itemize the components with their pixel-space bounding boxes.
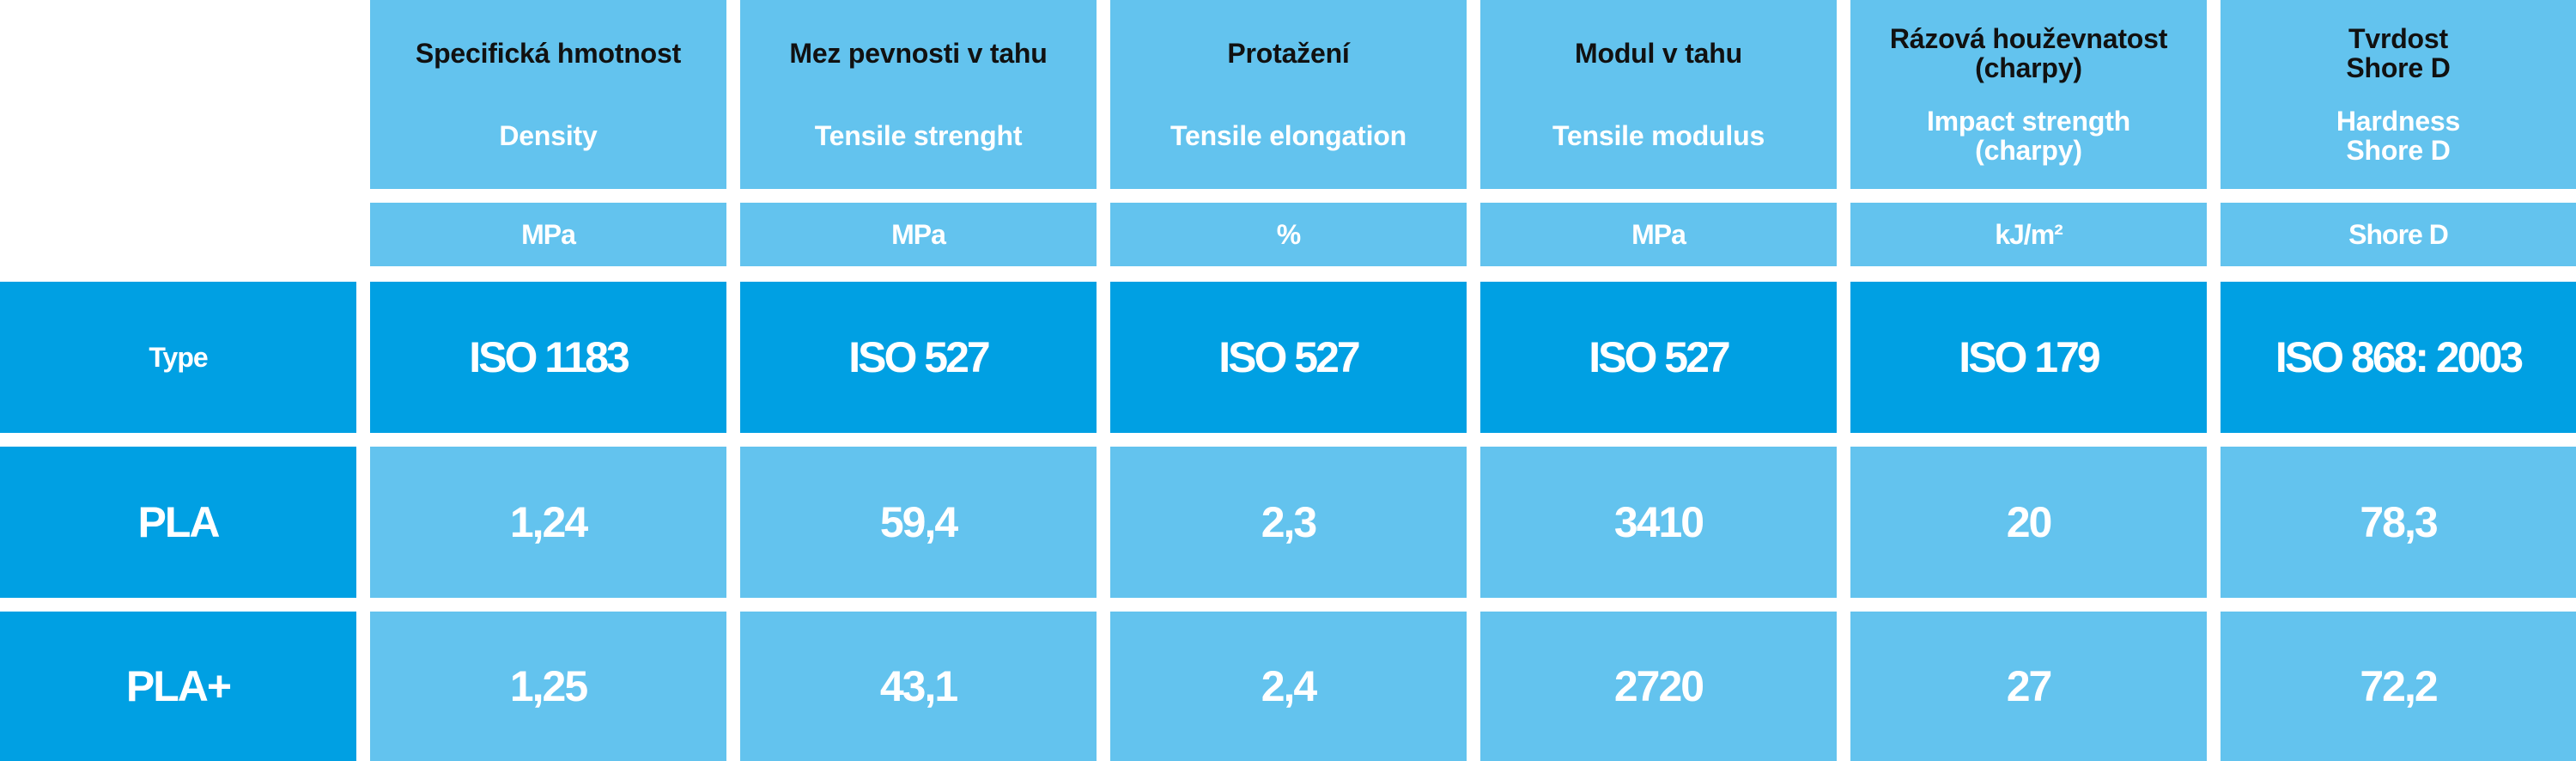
header-cz-line1: Tvrdost (2348, 23, 2448, 54)
header-en: Tensile modulus (1552, 120, 1765, 151)
standard-cell: ISO 527 (1110, 282, 1467, 433)
column-header-tensile-strength: Mez pevnosti v tahu Tensile strenght (740, 0, 1097, 189)
value-cell: 78,3 (2221, 447, 2576, 598)
header-cz: Specifická hmotnost (415, 38, 682, 69)
header-en-line1: Hardness (2336, 106, 2461, 137)
header-cz: Mez pevnosti v tahu (789, 38, 1048, 69)
unit-cell: Shore D (2221, 203, 2576, 266)
standard-cell: ISO 527 (740, 282, 1097, 433)
unit-cell: kJ/m² (1850, 203, 2207, 266)
unit-cell: MPa (1480, 203, 1837, 266)
standard-cell: ISO 1183 (370, 282, 726, 433)
value-cell: 20 (1850, 447, 2207, 598)
header-en: Tensile strenght (814, 120, 1023, 151)
header-en: Density (499, 120, 598, 151)
standard-cell: ISO 527 (1480, 282, 1837, 433)
value-cell: 1,24 (370, 447, 726, 598)
material-label-pla: PLA (0, 447, 356, 598)
unit-cell: % (1110, 203, 1467, 266)
value-cell: 3410 (1480, 447, 1837, 598)
unit-cell: MPa (740, 203, 1097, 266)
header-en-line2: (charpy) (1975, 135, 2082, 166)
type-label: Type (0, 282, 356, 433)
header-en-line2: Shore D (2346, 135, 2451, 166)
value-cell: 43,1 (740, 612, 1097, 761)
value-cell: 2720 (1480, 612, 1837, 761)
header-cz: Modul v tahu (1575, 38, 1742, 69)
standard-cell: ISO 179 (1850, 282, 2207, 433)
value-cell: 1,25 (370, 612, 726, 761)
header-cz-line2: (charpy) (1975, 52, 2082, 83)
material-label-pla-plus: PLA+ (0, 612, 356, 761)
column-header-impact-strength: Rázová houževnatost (charpy) Impact stre… (1850, 0, 2207, 189)
header-cz: Protažení (1227, 38, 1350, 69)
value-cell: 72,2 (2221, 612, 2576, 761)
header-en: Tensile elongation (1170, 120, 1406, 151)
column-header-tensile-modulus: Modul v tahu Tensile modulus (1480, 0, 1837, 189)
column-header-elongation: Protažení Tensile elongation (1110, 0, 1467, 189)
header-cz-line1: Rázová houževnatost (1889, 23, 2168, 54)
value-cell: 2,3 (1110, 447, 1467, 598)
standard-cell: ISO 868: 2003 (2221, 282, 2576, 433)
value-cell: 2,4 (1110, 612, 1467, 761)
column-header-hardness: Tvrdost Shore D Hardness Shore D (2221, 0, 2576, 189)
header-cz-line2: Shore D (2346, 52, 2451, 83)
value-cell: 27 (1850, 612, 2207, 761)
column-header-density: Specifická hmotnost Density (370, 0, 726, 189)
value-cell: 59,4 (740, 447, 1097, 598)
unit-cell: MPa (370, 203, 726, 266)
header-en-line1: Impact strength (1926, 106, 2131, 137)
